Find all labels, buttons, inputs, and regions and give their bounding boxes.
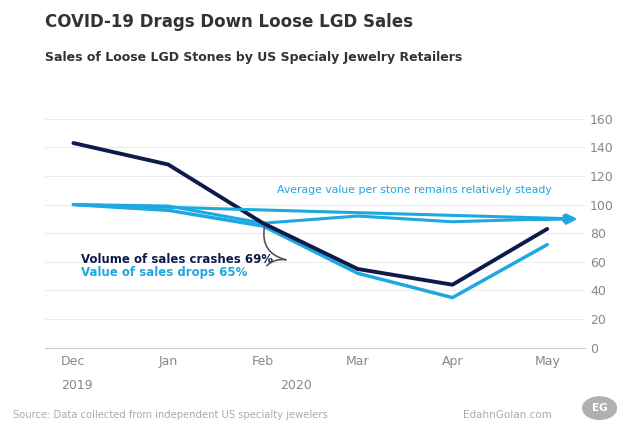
Text: Source: Data collected from independent US specialty jewelers: Source: Data collected from independent … bbox=[13, 410, 328, 420]
Text: COVID-19 Drags Down Loose LGD Sales: COVID-19 Drags Down Loose LGD Sales bbox=[45, 13, 413, 31]
Text: Average value per stone remains relatively steady: Average value per stone remains relative… bbox=[277, 184, 552, 195]
Circle shape bbox=[583, 397, 617, 419]
Text: Value of sales drops 65%: Value of sales drops 65% bbox=[81, 266, 248, 279]
Text: Volume of sales crashes 69%: Volume of sales crashes 69% bbox=[81, 253, 273, 266]
Text: 2019: 2019 bbox=[61, 379, 93, 393]
Text: EdahnGolan.com: EdahnGolan.com bbox=[463, 410, 552, 420]
Text: EG: EG bbox=[592, 403, 608, 413]
Text: Sales of Loose LGD Stones by US Specialy Jewelry Retailers: Sales of Loose LGD Stones by US Specialy… bbox=[45, 51, 462, 64]
Text: 2020: 2020 bbox=[280, 379, 311, 393]
